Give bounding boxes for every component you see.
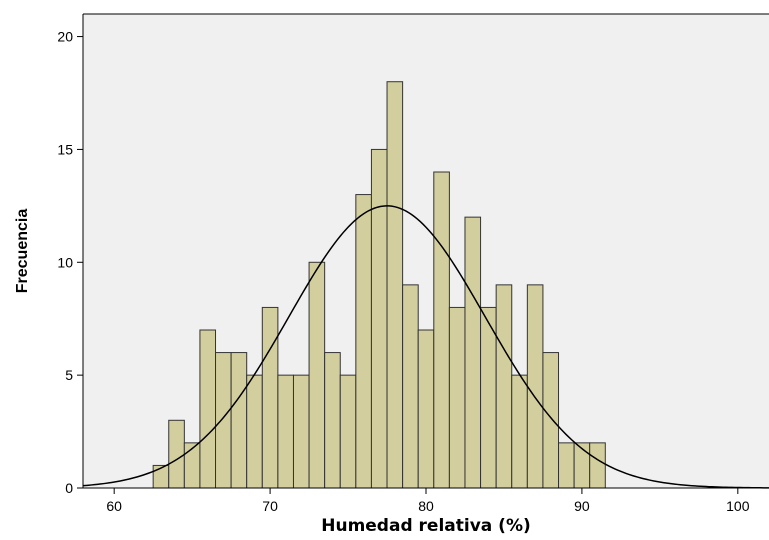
histogram-bar [246, 374, 263, 489]
histogram-bar [511, 374, 528, 489]
histogram-bar [558, 442, 575, 489]
histogram-bar [339, 374, 357, 489]
histogram-bar [386, 81, 404, 489]
histogram-bar [402, 284, 419, 489]
normal-curve-line [82, 205, 769, 489]
y-tick-label: 15 [57, 141, 73, 157]
x-tick-label: 60 [106, 498, 122, 514]
histogram-bar [324, 352, 341, 489]
histogram-bar [199, 329, 217, 489]
histogram-bar [292, 374, 310, 489]
axes-group: 0 5 10 15 20 60 70 80 90 100 [57, 13, 769, 514]
histogram-bar [168, 419, 185, 489]
histogram-bar [495, 284, 513, 489]
histogram-bar [370, 148, 388, 489]
histogram-bar [215, 352, 232, 489]
x-tick-label: 90 [574, 498, 590, 514]
histogram-bar [526, 284, 544, 489]
histogram-bar [464, 216, 482, 489]
histogram-bar [433, 171, 450, 489]
y-tick-label: 20 [57, 29, 73, 45]
histogram-bar [448, 306, 466, 489]
x-tick-label: 100 [726, 498, 750, 514]
histogram-bar [417, 329, 435, 489]
y-axis-title: Frecuencia [14, 209, 31, 294]
histogram-bar [308, 261, 326, 489]
x-tick-label: 70 [262, 498, 278, 514]
histogram-bar [542, 352, 560, 489]
histogram-bar [183, 442, 201, 489]
y-tick-label: 5 [65, 367, 73, 383]
x-tick-label: 80 [418, 498, 434, 514]
histogram-bar [480, 306, 497, 489]
histogram-bar [230, 352, 248, 489]
histogram-bar [277, 374, 294, 489]
histogram-bar [261, 306, 279, 489]
x-axis-title: Humedad relativa (%) [321, 516, 531, 536]
y-tick-label: 10 [57, 254, 73, 270]
histogram-bar [573, 442, 591, 489]
y-tick-label: 0 [65, 480, 73, 496]
histogram-bar [589, 442, 606, 489]
bars-group [152, 81, 606, 489]
histogram-bar [355, 194, 372, 489]
